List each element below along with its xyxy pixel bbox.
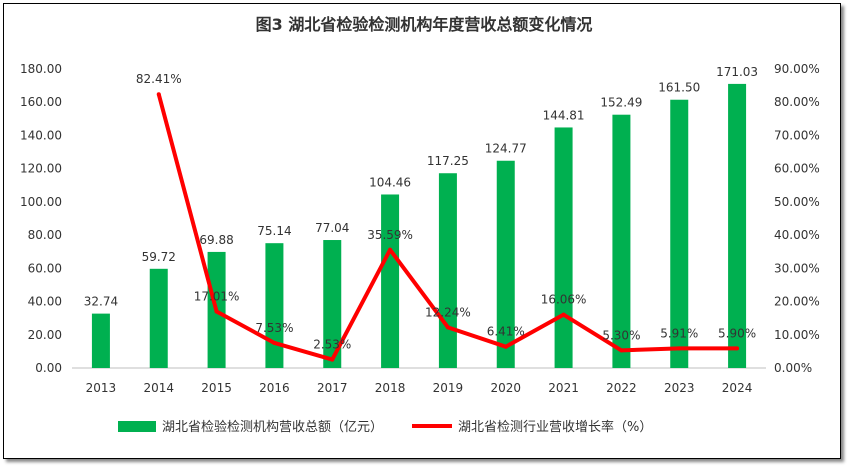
- y-right-tick-label: 0.00%: [774, 361, 812, 375]
- bar: [496, 160, 515, 368]
- bar-data-label: 152.49: [600, 96, 642, 110]
- x-tick-label: 2018: [375, 381, 406, 395]
- x-tick-label: 2019: [433, 381, 464, 395]
- line-data-label: 6.41%: [487, 325, 525, 339]
- y-left-tick-label: 160.00: [20, 95, 62, 109]
- x-tick-label: 2022: [606, 381, 637, 395]
- y-right-tick-label: 40.00%: [774, 228, 820, 242]
- bar: [323, 240, 342, 368]
- y-right-tick-label: 50.00%: [774, 195, 820, 209]
- bar-data-label: 171.03: [716, 65, 758, 79]
- y-left-tick-label: 20.00: [28, 328, 62, 342]
- x-tick-label: 2020: [490, 381, 521, 395]
- line-point: [214, 309, 219, 314]
- bar: [728, 83, 747, 368]
- y-left-tick-label: 100.00: [20, 195, 62, 209]
- line-data-label: 5.30%: [602, 328, 640, 342]
- x-tick-label: 2015: [201, 381, 232, 395]
- bar-data-label: 144.81: [543, 108, 585, 122]
- y-right-tick-label: 90.00%: [774, 62, 820, 76]
- line-point: [330, 357, 335, 362]
- line-point: [388, 247, 393, 252]
- x-tick-label: 2014: [143, 381, 174, 395]
- bar-data-label: 59.72: [142, 250, 176, 264]
- line-data-label: 82.41%: [136, 72, 182, 86]
- bar-data-label: 77.04: [315, 221, 349, 235]
- legend-bar-label: 湖北省检验检测机构营收总额（亿元）: [162, 419, 383, 435]
- chart-frame: [3, 3, 841, 459]
- line-point: [503, 344, 508, 349]
- y-left-tick-label: 120.00: [20, 162, 62, 176]
- bar: [438, 173, 457, 368]
- x-tick-label: 2023: [664, 381, 695, 395]
- y-left-tick-label: 0.00: [35, 361, 62, 375]
- y-left-tick-label: 140.00: [20, 128, 62, 142]
- line-data-label: 2.53%: [313, 338, 351, 352]
- line-point: [272, 340, 277, 345]
- line-point: [677, 346, 682, 351]
- bar-data-label: 75.14: [257, 224, 291, 238]
- legend: 湖北省检验检测机构营收总额（亿元） 湖北省检测行业营收增长率（%）: [118, 419, 652, 435]
- x-tick-label: 2017: [317, 381, 348, 395]
- y-left-tick-label: 40.00: [28, 295, 62, 309]
- bar: [612, 114, 631, 368]
- x-tick-label: 2013: [86, 381, 117, 395]
- bar: [265, 243, 284, 368]
- chart-title: 图3 湖北省检验检测机构年度营收总额变化情况: [256, 15, 593, 34]
- bar-data-label: 69.88: [199, 233, 233, 247]
- line-data-label: 5.91%: [660, 326, 698, 340]
- bar: [149, 268, 168, 368]
- x-tick-label: 2021: [548, 381, 579, 395]
- line-data-label: 35.59%: [367, 228, 413, 242]
- y-right-tick-label: 80.00%: [774, 95, 820, 109]
- legend-line-label: 湖北省检测行业营收增长率（%）: [458, 419, 652, 435]
- x-tick-label: 2024: [722, 381, 753, 395]
- bar-data-label: 104.46: [369, 175, 411, 189]
- bar: [554, 127, 573, 368]
- line-data-label: 17.01%: [194, 289, 240, 303]
- y-right-tick-label: 20.00%: [774, 295, 820, 309]
- bar: [91, 313, 110, 368]
- line-point: [561, 312, 566, 317]
- x-tick-label: 2016: [259, 381, 290, 395]
- y-right-tick-label: 70.00%: [774, 128, 820, 142]
- line-point: [156, 92, 161, 97]
- line-point: [619, 348, 624, 353]
- line-data-label: 5.90%: [718, 326, 756, 340]
- bar: [670, 99, 689, 368]
- line-data-label: 12.24%: [425, 305, 471, 319]
- bar-data-label: 32.74: [84, 295, 118, 309]
- bar-data-label: 161.50: [658, 81, 700, 95]
- line-point: [445, 325, 450, 330]
- y-left-tick-label: 180.00: [20, 62, 62, 76]
- y-left-tick-label: 80.00: [28, 228, 62, 242]
- line-point: [735, 346, 740, 351]
- y-right-tick-label: 10.00%: [774, 328, 820, 342]
- line-data-label: 16.06%: [541, 293, 587, 307]
- line-data-label: 7.53%: [255, 321, 293, 335]
- y-right-tick-label: 30.00%: [774, 261, 820, 275]
- legend-bar-swatch: [118, 421, 156, 432]
- bar-data-label: 124.77: [485, 142, 527, 156]
- y-right-tick-label: 60.00%: [774, 162, 820, 176]
- bar-data-label: 117.25: [427, 154, 469, 168]
- y-left-tick-label: 60.00: [28, 261, 62, 275]
- bar: [381, 194, 400, 368]
